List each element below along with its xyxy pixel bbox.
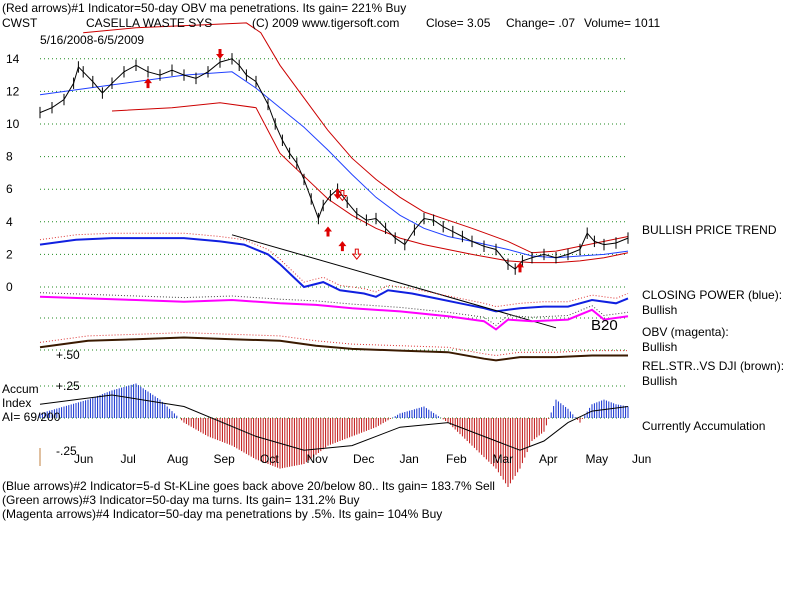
month-axis-labels: Jun Jul Aug Sep Oct Nov Dec Jan Feb Mar Apr May Jun — [74, 452, 651, 466]
price-tick-8: 8 — [6, 150, 13, 164]
price-tick-10: 10 — [6, 117, 20, 131]
accum-label-2: Index — [2, 396, 32, 410]
closing-power-line — [39, 237, 629, 313]
closing-power-series — [39, 232, 629, 329]
accumulation-index-series — [39, 383, 629, 487]
change-value: Change= .07 — [506, 16, 576, 30]
price-grid — [39, 58, 628, 466]
accum-ma-line — [39, 394, 629, 451]
rel-str-value: Bullish — [642, 374, 678, 388]
obv-value: Bullish — [642, 340, 678, 354]
closing-power-ma — [39, 232, 629, 308]
closing-power-trendline — [231, 234, 557, 329]
month-label-10: Apr — [539, 452, 558, 466]
moving-average-50 — [39, 71, 629, 259]
month-label-6: Dec — [353, 452, 374, 466]
close-value: Close= 3.05 — [426, 16, 491, 30]
month-label-2: Aug — [167, 452, 188, 466]
header-indicator-1: (Red arrows)#1 Indicator=50-day OBV ma p… — [2, 1, 407, 15]
upper-band — [83, 22, 629, 254]
obv-line — [39, 295, 629, 331]
price-tick-14: 14 — [6, 52, 20, 66]
signal-arrows — [144, 49, 524, 273]
rel-str-ma — [39, 332, 628, 357]
ticker-symbol: CWST — [2, 16, 38, 30]
rel-str-title: REL.STR..VS DJI (brown): — [642, 359, 785, 373]
bullish-price-label: BULLISH PRICE TREND — [642, 223, 777, 237]
red-up-arrow — [516, 262, 524, 273]
accum-label-3: AI= 69/200 — [2, 410, 61, 424]
accum-tick-plus50: +.50 — [56, 348, 80, 362]
date-range: 5/16/2008-6/5/2009 — [40, 33, 145, 47]
closing-power-value: Bullish — [642, 303, 678, 317]
copyright: (C) 2009 www.tigersoft.com — [252, 16, 400, 30]
rel-str-line — [39, 336, 628, 362]
footer-indicator-2: (Blue arrows)#2 Indicator=5-d St-KLine g… — [2, 479, 495, 493]
month-label-4: Oct — [260, 452, 279, 466]
price-axis-labels: 0 2 4 6 8 10 12 14 — [6, 52, 20, 294]
month-label-0: Jun — [74, 452, 93, 466]
closing-power-title: CLOSING POWER (blue): — [642, 288, 783, 302]
hollow-arrow — [337, 189, 348, 202]
ma50-line — [39, 71, 629, 259]
obv-series — [39, 292, 629, 331]
accum-tick-plus25: +.25 — [56, 379, 80, 393]
price-tick-12: 12 — [6, 84, 20, 98]
price-tick-4: 4 — [6, 215, 13, 229]
price-series — [39, 53, 629, 275]
price-tick-6: 6 — [6, 182, 13, 196]
price-tick-2: 2 — [6, 247, 13, 261]
obv-title: OBV (magenta): — [642, 325, 729, 339]
b20-label: B20 — [591, 317, 618, 334]
company-name: CASELLA WASTE SYS — [86, 16, 213, 30]
price-tick-0: 0 — [6, 280, 13, 294]
month-label-8: Feb — [446, 452, 467, 466]
hollow-arrow — [351, 248, 362, 260]
relative-strength-series — [39, 332, 628, 362]
obv-ma — [39, 292, 629, 326]
month-label-12: Jun — [632, 452, 651, 466]
accum-status: Currently Accumulation — [642, 419, 766, 433]
accum-label-1: Accum — [2, 382, 39, 396]
month-label-11: May — [586, 452, 609, 466]
month-label-5: Nov — [307, 452, 328, 466]
price-line — [39, 58, 629, 270]
footer-indicator-4: (Magenta arrows)#4 Indicator=50-day ma p… — [2, 507, 443, 521]
volume-value: Volume= 1011 — [584, 16, 661, 30]
accum-tick-minus25: -.25 — [56, 444, 77, 458]
month-label-3: Sep — [214, 452, 236, 466]
red-up-arrow — [144, 78, 152, 89]
red-down-arrow — [216, 49, 224, 60]
month-label-1: Jul — [121, 452, 136, 466]
month-label-9: Mar — [493, 452, 514, 466]
red-up-arrow — [338, 241, 347, 252]
month-label-7: Jan — [400, 452, 419, 466]
footer-indicator-3: (Green arrows)#3 Indicator=50-day ma tur… — [2, 493, 360, 507]
red-up-arrow — [324, 226, 332, 237]
